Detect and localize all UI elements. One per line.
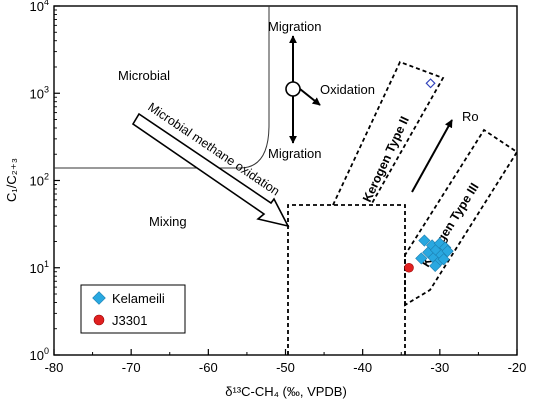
x-tick-label: -70 — [122, 360, 141, 375]
y-tick-label: 104 — [30, 0, 49, 14]
microbial-boundary — [54, 6, 270, 169]
kerogen-type-ii-outline — [332, 60, 445, 206]
axis-ticks: -80 -70 -60 -50 -40 -30 -20 100 101 102 103 104 — [30, 0, 527, 375]
point-j3301 — [404, 262, 414, 273]
region-boundaries — [54, 6, 519, 355]
point-kelameili — [415, 252, 428, 265]
legend-kelameili-label: Kelameili — [112, 291, 165, 306]
kerogen-type-iii-outline — [404, 128, 519, 307]
y-tick-label: 100 — [30, 346, 49, 363]
point-kelameili — [418, 234, 431, 247]
label-ro: Ro — [462, 109, 479, 124]
x-tick-label: -20 — [508, 360, 527, 375]
x-tick-label: -80 — [45, 360, 64, 375]
x-tick-label: -40 — [353, 360, 372, 375]
thermogenic-zone-outline — [287, 204, 406, 355]
y-axis-title: C₁/C₂₊₃ — [4, 158, 19, 202]
label-microbial-methane-oxidation: Microbial methane oxidation — [145, 100, 282, 199]
x-tick-label: -30 — [430, 360, 449, 375]
label-mixing: Mixing — [149, 214, 187, 229]
oxidation-arrow — [299, 88, 321, 106]
label-migration-up: Migration — [268, 19, 321, 34]
y-tick-label: 103 — [30, 84, 49, 101]
label-microbial: Microbial — [118, 68, 170, 83]
ro-arrow — [411, 119, 453, 193]
x-tick-label: -50 — [276, 360, 295, 375]
label-oxidation: Oxidation — [320, 82, 375, 97]
point-open-diamond — [425, 78, 436, 89]
legend-j3301-icon — [93, 314, 105, 326]
legend: Kelameili J3301 — [80, 284, 186, 334]
microbial-oxidation-arrow — [131, 112, 290, 228]
x-axis-title: δ¹³C-CH₄ (‰, VPDB) — [225, 384, 347, 399]
point-kelameili — [437, 253, 450, 266]
point-kelameili — [429, 259, 442, 272]
legend-kelameili-icon — [92, 291, 106, 305]
y-tick-label: 102 — [30, 172, 49, 189]
origin-circle — [285, 81, 301, 97]
label-kerogen-type-ii: Kerogen Type II — [360, 114, 412, 204]
legend-j3301-label: J3301 — [112, 313, 147, 328]
y-tick-label: 101 — [30, 259, 49, 276]
point-kelameili — [441, 245, 454, 258]
data-points — [404, 78, 454, 273]
label-migration-down: Migration — [268, 146, 321, 161]
process-arrows — [131, 35, 453, 228]
x-tick-label: -60 — [199, 360, 218, 375]
